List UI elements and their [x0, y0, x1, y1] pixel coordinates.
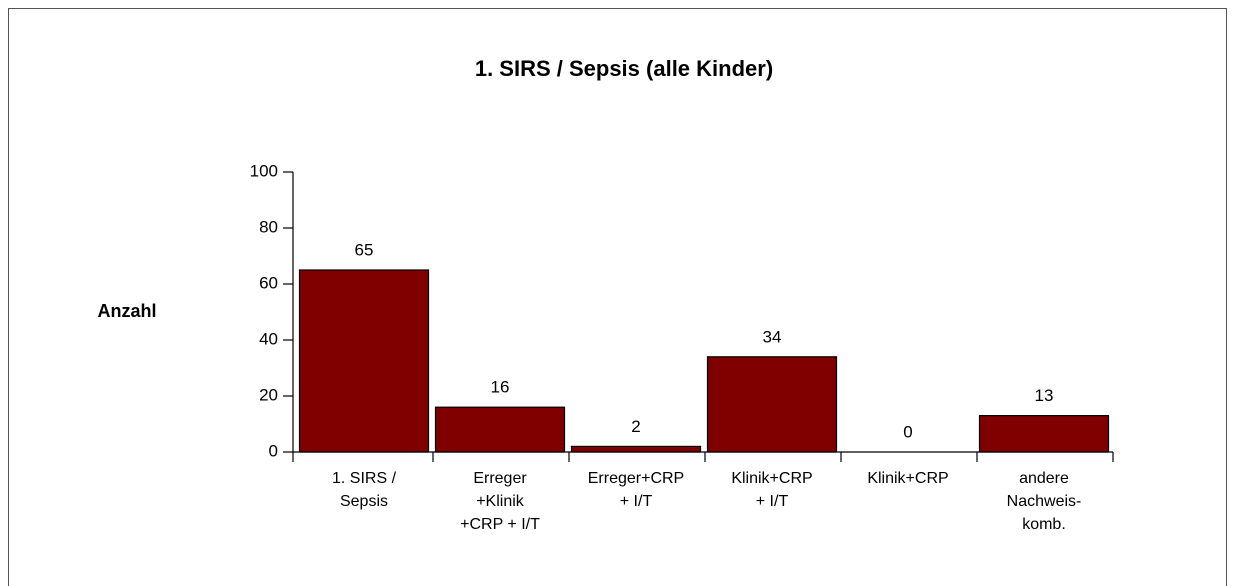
frame: [8, 8, 1227, 586]
bar: [434, 406, 566, 453]
x-tick-label: Nachweis-: [1007, 493, 1082, 510]
bar: [570, 445, 702, 453]
bar: [298, 269, 430, 453]
x-tick-label: komb.: [1022, 516, 1066, 533]
data-label: 65: [355, 240, 374, 259]
data-label: 34: [763, 327, 782, 346]
x-tick-label: 1. SIRS /: [332, 470, 397, 487]
bar: [978, 415, 1110, 453]
x-tick-label: + I/T: [620, 493, 653, 510]
y-tick-label: 20: [259, 385, 278, 404]
y-tick-label: 100: [250, 161, 278, 180]
data-label: 0: [903, 422, 912, 441]
x-tick-label: Erreger: [473, 470, 527, 487]
data-label: 16: [491, 378, 510, 397]
x-tick-label: Sepsis: [340, 493, 388, 510]
y-tick-label: 0: [269, 441, 278, 460]
data-label: 2: [631, 417, 640, 436]
x-tick-label: Erreger+CRP: [588, 470, 684, 487]
x-tick-label: andere: [1019, 470, 1069, 487]
y-tick-label: 60: [259, 273, 278, 292]
x-tick-label: + I/T: [756, 493, 789, 510]
y-tick-label: 80: [259, 217, 278, 236]
bar: [706, 356, 838, 453]
chart-title: 1. SIRS / Sepsis (alle Kinder): [475, 56, 773, 81]
x-tick-label: +CRP + I/T: [460, 516, 540, 533]
x-tick-label: Klinik+CRP: [867, 470, 948, 487]
data-label: 13: [1035, 386, 1054, 405]
y-axis-label: Anzahl: [97, 301, 156, 321]
x-tick-label: +Klinik: [476, 493, 525, 510]
y-tick-label: 40: [259, 329, 278, 348]
x-tick-label: Klinik+CRP: [731, 470, 812, 487]
